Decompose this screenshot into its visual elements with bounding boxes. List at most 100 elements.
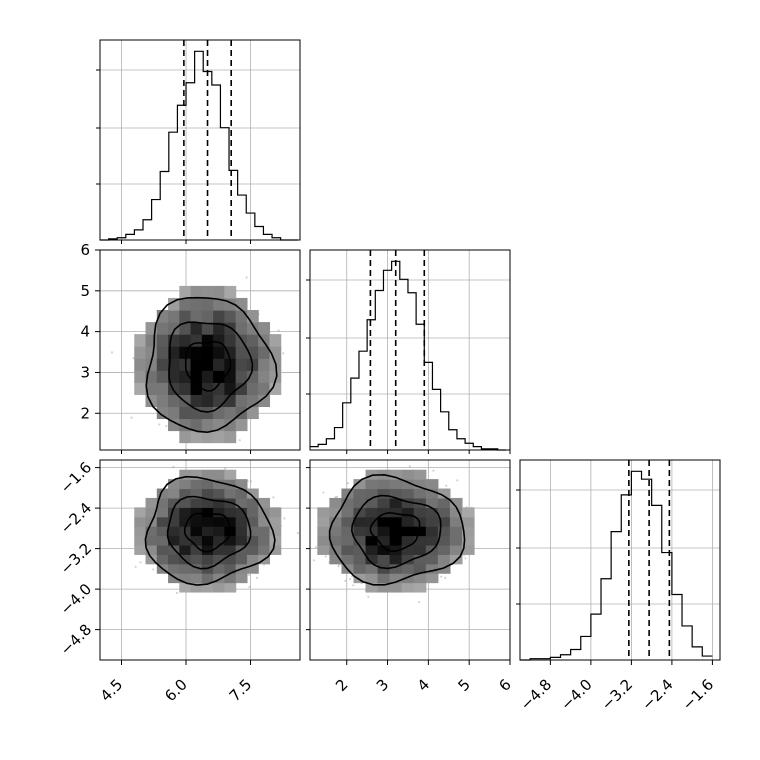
density-cell (134, 507, 147, 518)
density-panel-0-2 (99, 459, 301, 661)
density-cell (224, 430, 237, 444)
scatter-point (324, 555, 327, 558)
density-cell (179, 322, 192, 335)
density-cell (413, 497, 427, 508)
scatter-point (249, 480, 253, 483)
density-cell (413, 554, 427, 565)
density-cell (213, 479, 225, 490)
density-cell (377, 535, 391, 546)
contour-level-1 (166, 495, 252, 570)
density-cell (179, 370, 192, 383)
density-cell (401, 535, 415, 546)
density-cell (224, 563, 237, 574)
density-cell (413, 563, 427, 574)
histogram-step-1 (310, 260, 506, 451)
density-cell (179, 394, 192, 408)
density-cell (224, 507, 237, 518)
density-cell (401, 582, 415, 593)
density-cell (353, 488, 367, 499)
density-cell (156, 544, 169, 555)
density-cell (179, 479, 192, 490)
density-cell (145, 322, 158, 335)
density-cell (224, 554, 237, 565)
y-tick-label: 4 (80, 323, 90, 341)
density-cell (377, 479, 391, 490)
density-cell (425, 507, 439, 518)
density-cell (437, 563, 451, 574)
density-cell (258, 516, 271, 527)
density-cell (201, 582, 214, 593)
density-cell (201, 430, 214, 444)
density-cell (190, 406, 203, 420)
scatter-point (367, 595, 370, 598)
scatter-point (194, 461, 196, 463)
density-layer (310, 460, 510, 660)
density-cell (213, 507, 225, 518)
density-cell (145, 526, 158, 537)
density-cell (389, 507, 403, 518)
y-tick-label: 6 (80, 241, 90, 259)
density-cell (258, 535, 271, 546)
density-cell (179, 507, 192, 518)
density-cell (156, 382, 169, 395)
density-cell (168, 346, 180, 359)
density-cell (190, 358, 203, 371)
density-cell (235, 394, 248, 408)
panel-frame (99, 249, 301, 451)
density-cell (353, 516, 367, 527)
density-cell (329, 526, 343, 537)
density-cell (213, 370, 225, 383)
density-cell (377, 544, 391, 555)
density-cell (449, 497, 463, 508)
density-cell (401, 469, 415, 480)
density-cell (179, 297, 192, 311)
density-cell (190, 322, 203, 335)
density-cell (190, 285, 203, 299)
density-cell (329, 497, 343, 508)
density-cell (156, 526, 169, 537)
density-cell (269, 334, 282, 347)
density-cell (224, 418, 237, 432)
density-cell (377, 488, 391, 499)
density-cell (461, 516, 475, 527)
contour-level-0 (183, 512, 231, 553)
density-cell (190, 488, 203, 499)
density-cell (156, 358, 169, 371)
density-cell (213, 535, 225, 546)
density-cell (224, 370, 237, 383)
density-cell (246, 370, 259, 383)
x-tick-label: 5 (455, 675, 474, 694)
density-cell (246, 394, 259, 408)
density-cell (329, 507, 343, 518)
density-cell (201, 382, 214, 395)
density-cell (389, 563, 403, 574)
density-cell (156, 334, 169, 347)
density-cell (353, 479, 367, 490)
density-cell (134, 370, 147, 383)
x-tick-label: −1.6 (679, 675, 717, 713)
scatter-point (152, 568, 155, 571)
scatter-point (248, 585, 251, 589)
scatter-point (130, 416, 133, 419)
density-cell (213, 430, 225, 444)
scatter-point (464, 557, 467, 560)
density-cell (168, 479, 180, 490)
density-cell (269, 382, 282, 395)
density-cell (213, 382, 225, 395)
density-cell (377, 554, 391, 565)
panel-frame (99, 459, 301, 661)
density-cell (190, 479, 203, 490)
density-cell (377, 526, 391, 537)
scatter-point (296, 532, 299, 535)
density-cell (190, 497, 203, 508)
density-cell (449, 516, 463, 527)
density-cell (341, 526, 355, 537)
density-cell (190, 346, 203, 359)
scatter-point (139, 561, 142, 564)
contour-level-2 (145, 296, 278, 434)
density-cell (190, 563, 203, 574)
density-cell (190, 334, 203, 347)
density-cell (425, 479, 439, 490)
density-cell (168, 358, 180, 371)
